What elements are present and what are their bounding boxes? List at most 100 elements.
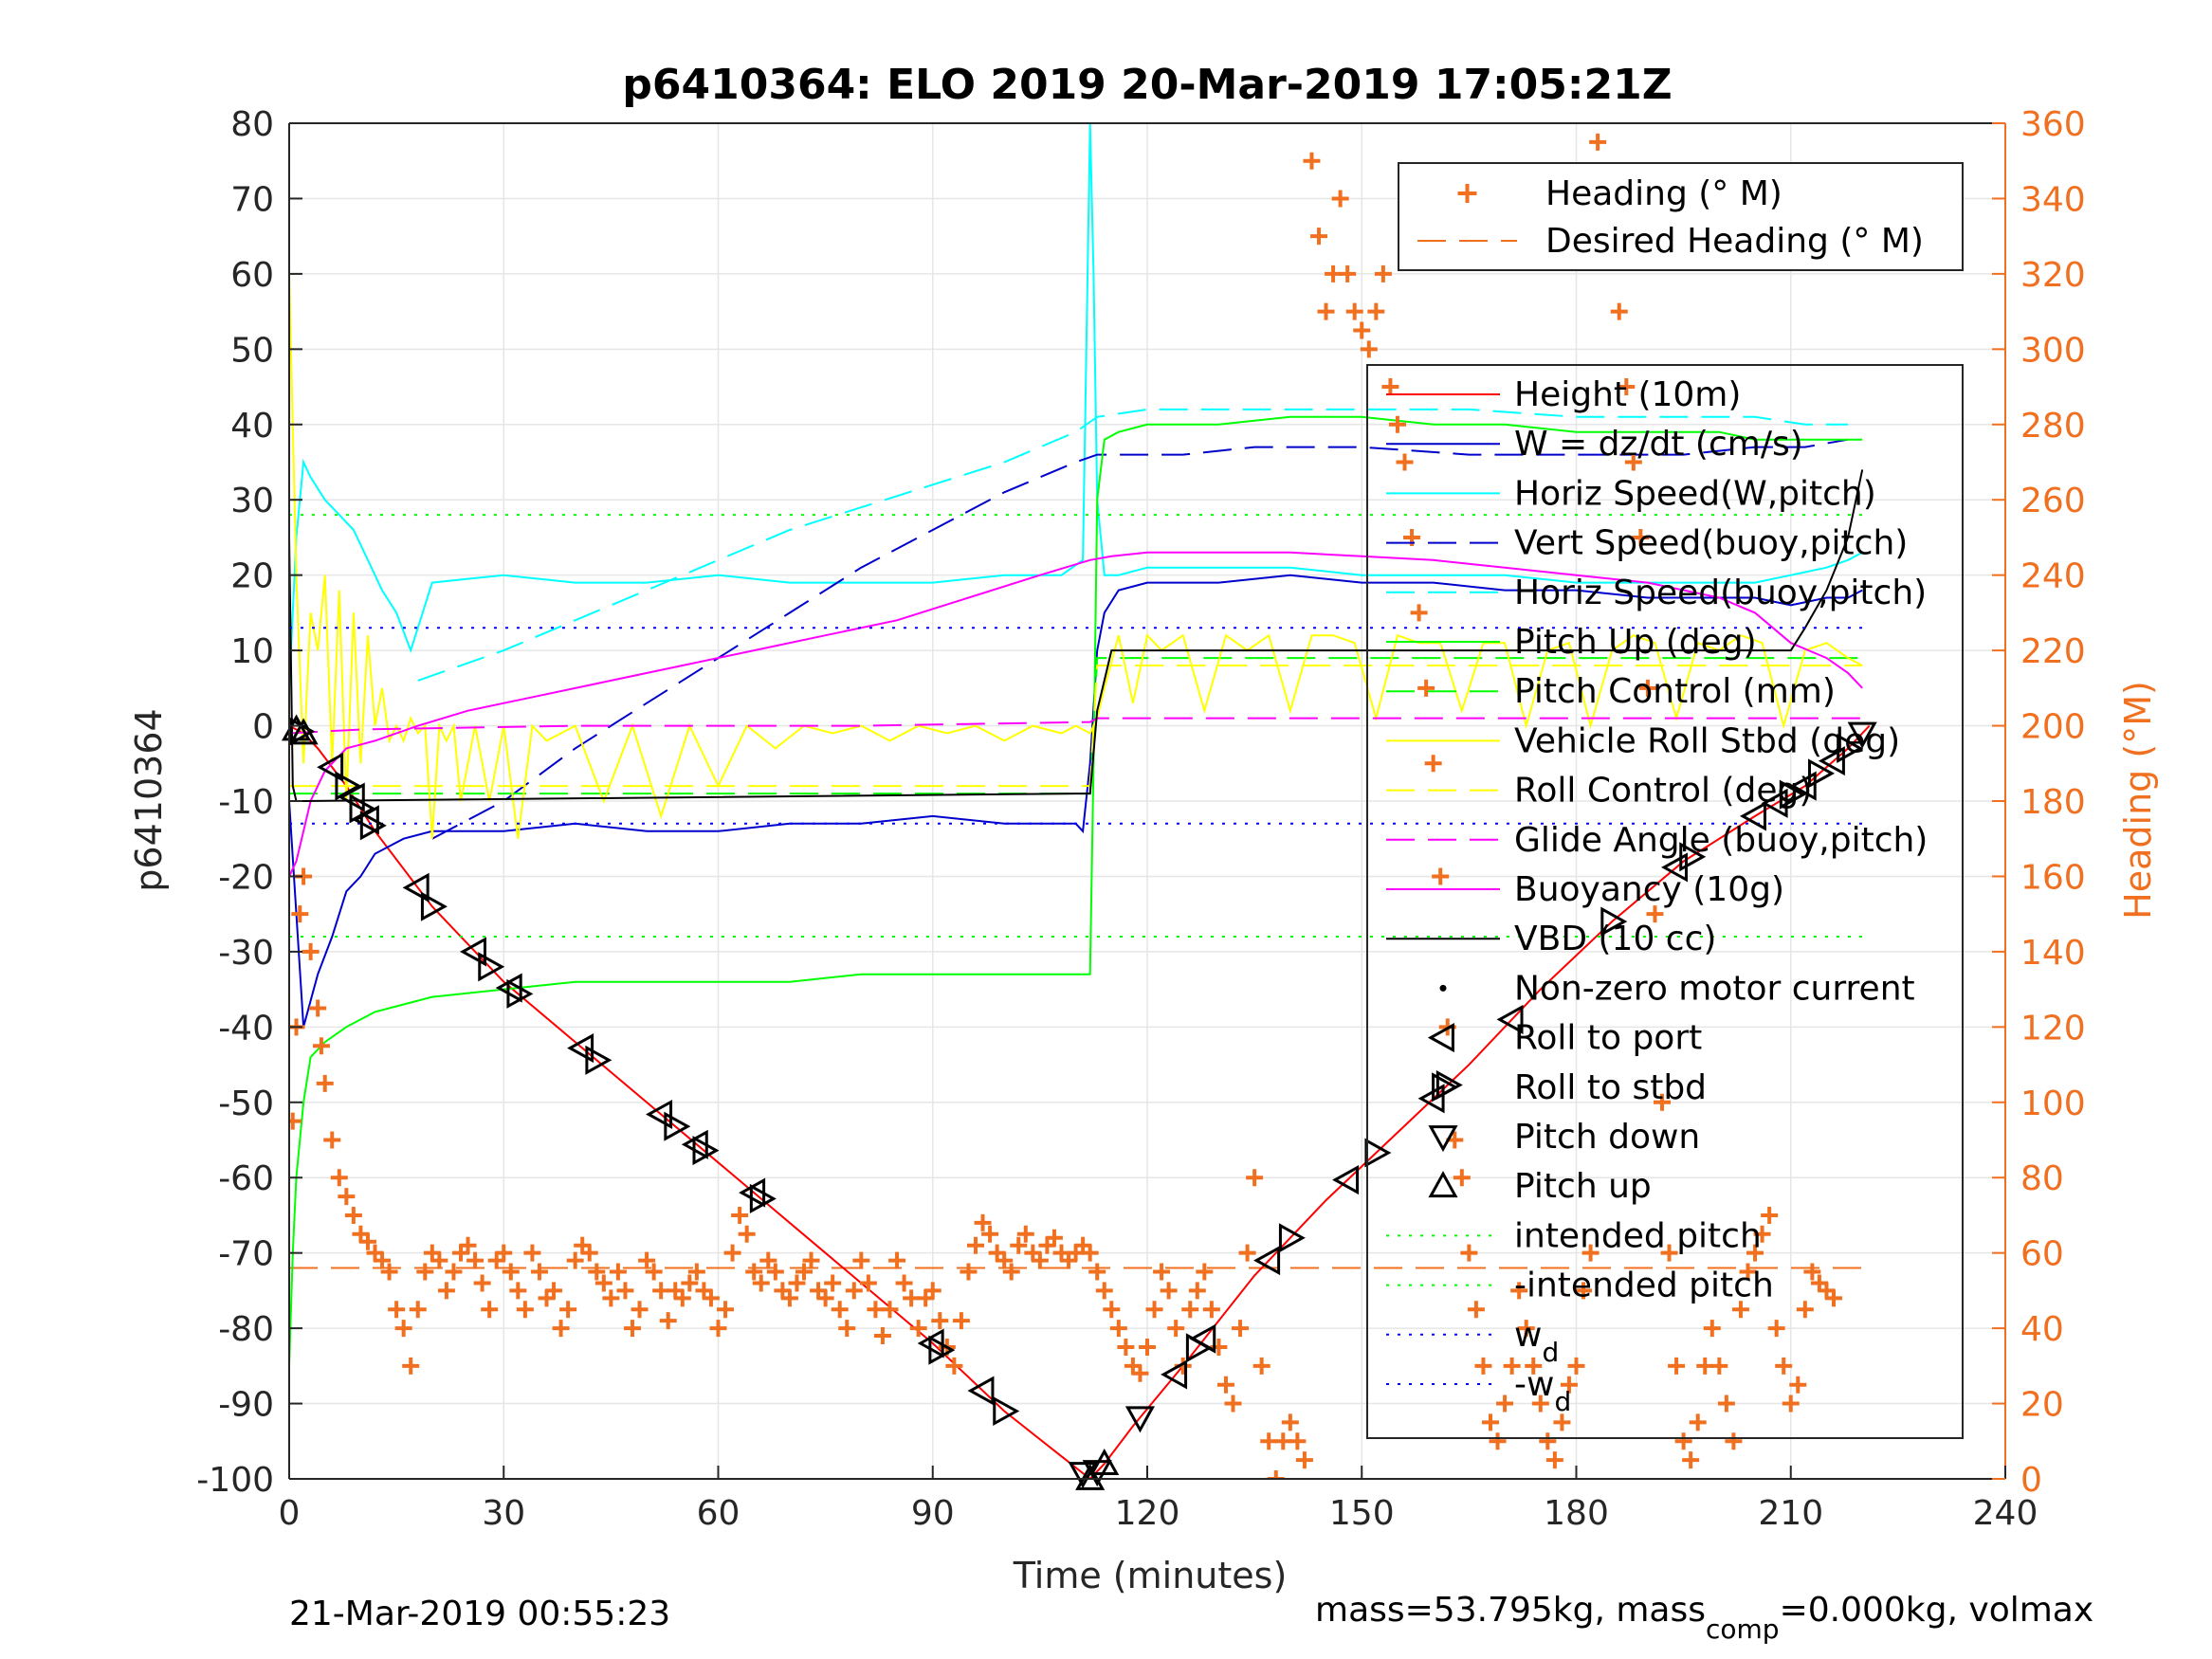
- marker-tri-left: [1253, 1246, 1281, 1276]
- y-left-tick-label: -30: [218, 934, 274, 973]
- heading-point: [816, 1289, 834, 1307]
- legend-main-entry-12: Non-zero motor current: [1439, 969, 1915, 1008]
- heading-point: [481, 1301, 499, 1319]
- heading-point: [624, 1320, 641, 1338]
- heading-point: [659, 1312, 677, 1330]
- heading-point: [316, 1074, 334, 1092]
- heading-point: [374, 1251, 392, 1269]
- series-group: [289, 123, 1871, 1479]
- y-left-tick-label: 20: [230, 557, 274, 596]
- marker-tri-right: [359, 811, 387, 841]
- heading-point: [1339, 264, 1357, 283]
- legend-main-entry-15-label: Pitch down: [1514, 1118, 1700, 1157]
- heading-point: [923, 1282, 941, 1300]
- heading-point: [831, 1301, 849, 1319]
- heading-point: [1731, 1301, 1749, 1319]
- heading-point: [766, 1263, 784, 1281]
- heading-point: [1803, 1263, 1821, 1281]
- marker-tri-right: [1364, 1138, 1392, 1168]
- heading-point: [1381, 378, 1399, 396]
- heading-point: [309, 999, 327, 1017]
- heading-point: [289, 1112, 302, 1130]
- heading-point: [1095, 1282, 1113, 1300]
- heading-point: [495, 1244, 513, 1262]
- heading-point: [409, 1301, 427, 1319]
- legend-main-entry-6-label-main: Pitch Control (mm): [1514, 672, 1836, 711]
- series-9: [289, 717, 1863, 735]
- heading-point: [873, 1327, 891, 1345]
- x-tick-label: 150: [1329, 1494, 1395, 1533]
- marker-tri-right: [585, 1045, 612, 1075]
- heading-point: [1016, 1225, 1034, 1243]
- heading-point: [1517, 1320, 1535, 1338]
- heading-point: [588, 1263, 606, 1281]
- legend-main-box: [1366, 364, 1964, 1439]
- heading-point: [1325, 264, 1343, 283]
- heading-point: [1374, 264, 1392, 283]
- heading-point: [502, 1263, 520, 1281]
- legend-main-entry-18-label: -intended pitch: [1514, 1267, 1774, 1305]
- series-2: [289, 123, 1863, 688]
- legend-main-entry-5-label: Pitch Up (deg): [1514, 623, 1757, 662]
- legend-main-entry-10-label-main: Buoyancy (10g): [1514, 870, 1784, 909]
- marker-tri-up: [1089, 1449, 1120, 1476]
- legend-heading-entry-0-marker: [1457, 184, 1477, 203]
- y-left-tick-label: 70: [230, 180, 274, 219]
- legend-main-entry-7: Vehicle Roll Stbd (deg): [1386, 721, 1900, 760]
- heading-point: [931, 1312, 949, 1330]
- y-right-tick-label: 280: [2020, 407, 2086, 446]
- legend-main-entry-13-label-main: Roll to port: [1514, 1019, 1702, 1058]
- marker-tri-left: [317, 752, 344, 782]
- heading-point: [1460, 1244, 1478, 1262]
- heading-point: [1761, 1206, 1779, 1224]
- legend-main-entry-4: Horiz Speed(buoy,pitch): [1386, 574, 1927, 612]
- y-left-tick-label: -40: [218, 1009, 274, 1048]
- legend-heading: Heading (° M) Desired Heading (° M): [1398, 162, 1964, 271]
- x-axis-label: Time (minutes): [1013, 1555, 1288, 1596]
- heading-point: [1410, 604, 1428, 622]
- heading-point: [1668, 1357, 1686, 1375]
- legend-main-entry-5-label-main: Pitch Up (deg): [1514, 623, 1757, 662]
- legend-main-entry-2-label: Horiz Speed(W,pitch): [1514, 474, 1876, 513]
- y-axis-left-label: p6410364: [128, 708, 170, 891]
- legend-main-entry-7-label: Vehicle Roll Stbd (deg): [1514, 721, 1900, 760]
- legend-main-entry-15: Pitch down: [1428, 1118, 1700, 1157]
- heading-point: [638, 1251, 656, 1269]
- marker-tri-left: [459, 937, 486, 967]
- heading-point: [1775, 1357, 1793, 1375]
- legend-main-entry-19: wd: [1386, 1316, 1559, 1368]
- legend-main-entry-12-label: Non-zero motor current: [1514, 969, 1915, 1008]
- marker-tri-left: [338, 782, 365, 812]
- heading-point: [1145, 1301, 1163, 1319]
- heading-point: [1267, 1470, 1285, 1479]
- heading-point: [1767, 1320, 1785, 1338]
- heading-point: [1002, 1263, 1020, 1281]
- legend-main-entry-9-label: Glide Angle (buoy,pitch): [1514, 821, 1928, 860]
- footer-mass-info: mass=53.795kg, masscomp=0.000kg, volmax: [1315, 1591, 2093, 1645]
- heading-point: [1539, 1432, 1557, 1450]
- legend-main-entry-13-label: Roll to port: [1514, 1019, 1702, 1058]
- legend-main-entry-20-label-sub: d: [1554, 1386, 1571, 1417]
- heading-point: [1388, 415, 1406, 433]
- heading-point: [1260, 1432, 1278, 1450]
- legend-main-entry-1-label: W = dz/dt (cm/s): [1514, 425, 1803, 464]
- heading-point: [981, 1225, 999, 1243]
- heading-point: [888, 1251, 906, 1269]
- heading-point: [509, 1282, 527, 1300]
- heading-point: [1503, 1357, 1521, 1375]
- heading-point: [752, 1274, 770, 1292]
- heading-point: [602, 1289, 620, 1307]
- x-tick-label: 240: [1973, 1494, 2038, 1533]
- heading-point: [859, 1274, 877, 1292]
- marker-tri-right: [993, 1395, 1020, 1427]
- legend-main-entry-0-label: Height (10m): [1514, 375, 1741, 414]
- legend-main-entry-9: Glide Angle (buoy,pitch): [1386, 821, 1928, 860]
- legend-main-entry-17-label: intended pitch: [1514, 1216, 1762, 1255]
- heading-point: [867, 1301, 885, 1319]
- heading-point: [1353, 321, 1371, 339]
- legend-main-entry-15-marker: [1428, 1125, 1458, 1153]
- y-right-tick-label: 140: [2020, 934, 2086, 973]
- marker-tri-right: [506, 978, 534, 1009]
- heading-point: [1188, 1282, 1206, 1300]
- heading-point: [402, 1357, 420, 1375]
